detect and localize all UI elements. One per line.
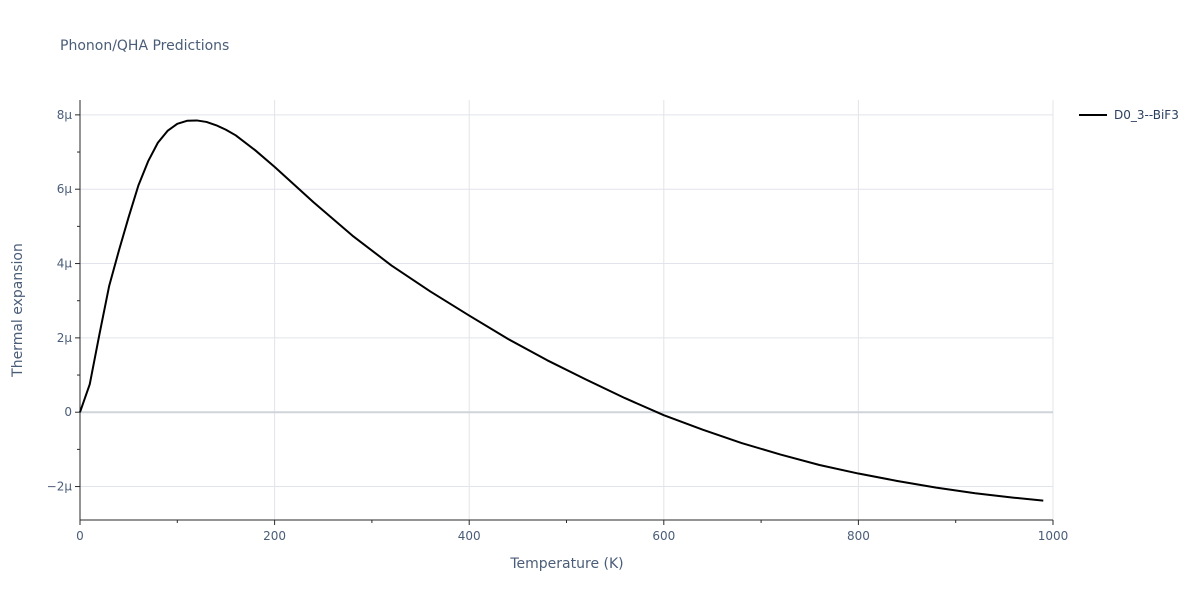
y-tick-label: 6μ bbox=[57, 182, 73, 196]
x-tick-label: 600 bbox=[652, 529, 675, 543]
x-tick-label: 800 bbox=[847, 529, 870, 543]
x-tick-label: 0 bbox=[76, 529, 84, 543]
y-axis-title: Thermal expansion bbox=[10, 243, 26, 378]
series-layer bbox=[79, 119, 1044, 502]
grid bbox=[80, 100, 1054, 520]
y-tick-label: −2μ bbox=[47, 480, 73, 494]
y-tick-label: 2μ bbox=[57, 331, 73, 345]
legend-label: D0_3--BiF3 bbox=[1114, 108, 1179, 122]
chart-title: Phonon/QHA Predictions bbox=[60, 38, 229, 54]
y-tick-label: 0 bbox=[64, 405, 72, 419]
series-line bbox=[79, 119, 1044, 502]
x-axis-title: Temperature (K) bbox=[509, 556, 623, 572]
x-tick-label: 400 bbox=[458, 529, 481, 543]
x-tick-label: 1000 bbox=[1038, 529, 1069, 543]
legend[interactable]: D0_3--BiF3 bbox=[1079, 108, 1179, 122]
axes: 0 200 400 600 800 1000 −2μ 0 2μ 4μ 6μ 8μ bbox=[47, 100, 1069, 543]
y-tick-label: 8μ bbox=[57, 108, 73, 122]
x-tick-label: 200 bbox=[263, 529, 286, 543]
y-tick-label: 4μ bbox=[57, 257, 73, 271]
